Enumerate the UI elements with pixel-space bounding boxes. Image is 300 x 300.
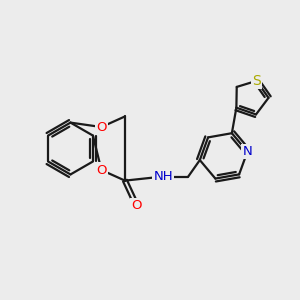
Text: O: O bbox=[131, 200, 142, 212]
Text: O: O bbox=[96, 121, 107, 134]
Text: NH: NH bbox=[153, 170, 173, 183]
Text: N: N bbox=[242, 145, 252, 158]
Text: S: S bbox=[252, 74, 261, 88]
Text: O: O bbox=[96, 164, 107, 176]
